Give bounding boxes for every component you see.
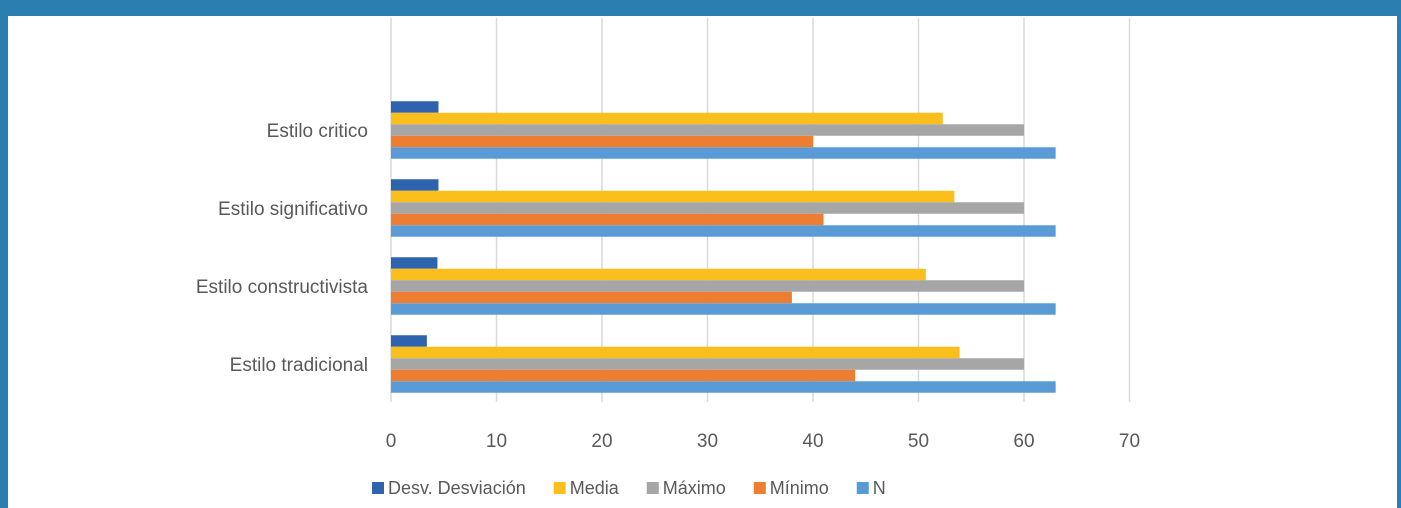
x-tick-label: 20 bbox=[591, 431, 612, 452]
bar-media-2 bbox=[391, 190, 955, 203]
bar-mínimo-3 bbox=[391, 135, 813, 148]
bar-n-0 bbox=[391, 381, 1056, 393]
x-tick-labels: 0 10 20 30 40 50 60 70 bbox=[386, 431, 1140, 452]
bar-media-1 bbox=[391, 268, 926, 281]
bar-media-3 bbox=[391, 112, 943, 125]
bar-media-0 bbox=[391, 346, 960, 359]
bar-n-1 bbox=[391, 303, 1056, 315]
bar-máximo-3 bbox=[391, 124, 1024, 136]
header-bar bbox=[0, 0, 1401, 16]
right-border bbox=[1397, 0, 1401, 508]
bar-desv-desviación-3 bbox=[391, 101, 439, 113]
x-tick-label: 10 bbox=[486, 431, 507, 452]
bar-máximo-1 bbox=[391, 280, 1024, 292]
legend-label: Máximo bbox=[663, 478, 726, 498]
legend-swatch bbox=[372, 482, 384, 494]
category-label: Estilo significativo bbox=[218, 199, 368, 220]
legend-swatch bbox=[856, 482, 869, 494]
bar-máximo-2 bbox=[391, 202, 1024, 214]
x-tick-label: 30 bbox=[697, 431, 718, 452]
legend-label: Desv. Desviación bbox=[388, 478, 526, 498]
bar-mínimo-0 bbox=[391, 369, 856, 382]
bar-desv-desviación-0 bbox=[391, 335, 427, 347]
x-tick-label: 50 bbox=[908, 431, 929, 452]
x-tick-label: 70 bbox=[1119, 431, 1140, 452]
category-label: Estilo critico bbox=[267, 121, 368, 142]
bar-mínimo-1 bbox=[391, 291, 792, 304]
bar-desv-desviación-1 bbox=[391, 257, 438, 269]
legend-label: Mínimo bbox=[770, 478, 829, 498]
category-labels: Estilo tradicional Estilo constructivista… bbox=[196, 121, 369, 376]
legend-swatch bbox=[553, 482, 566, 494]
bar-n-2 bbox=[391, 225, 1056, 237]
x-tick-label: 0 bbox=[386, 431, 397, 452]
bars bbox=[391, 101, 1056, 393]
legend-label: Media bbox=[570, 478, 620, 498]
bar-máximo-0 bbox=[391, 358, 1024, 370]
bar-desv-desviación-2 bbox=[391, 179, 439, 191]
category-label: Estilo constructivista bbox=[196, 277, 369, 298]
legend: Desv. Desviación Media Máximo Mínimo N bbox=[372, 478, 886, 498]
legend-swatch bbox=[753, 482, 766, 494]
bar-mínimo-2 bbox=[391, 213, 824, 226]
x-tick-label: 60 bbox=[1013, 431, 1034, 452]
bar-n-3 bbox=[391, 147, 1056, 159]
legend-label: N bbox=[873, 478, 886, 498]
x-tick-label: 40 bbox=[802, 431, 823, 452]
category-label: Estilo tradicional bbox=[230, 355, 368, 376]
legend-swatch bbox=[646, 482, 659, 494]
left-border bbox=[0, 0, 8, 508]
